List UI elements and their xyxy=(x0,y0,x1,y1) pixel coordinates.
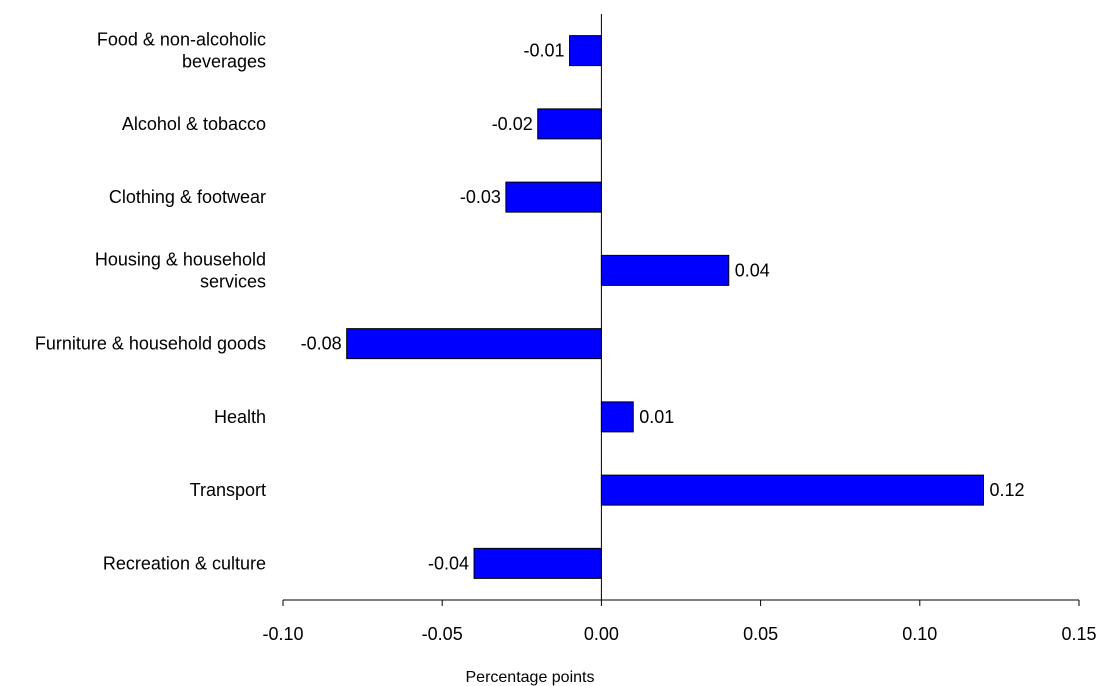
category-label: Health xyxy=(214,407,266,427)
bar xyxy=(505,181,602,213)
x-tick-label: -0.10 xyxy=(262,624,303,644)
x-tick-label: 0.10 xyxy=(902,624,937,644)
category-label: Food & non-alcoholic beverages xyxy=(97,30,266,72)
bar-value-label: -0.04 xyxy=(428,553,469,573)
bar xyxy=(600,474,984,506)
category-label-line: Alcohol & tobacco xyxy=(122,114,266,134)
category-label-line: Furniture & household goods xyxy=(35,334,266,354)
x-tick-label: 0.05 xyxy=(743,624,778,644)
bar xyxy=(600,254,730,286)
category-label-line: Housing & household xyxy=(95,249,266,269)
value-labels-group: -0.01 -0.02 -0.03 0.04 -0.08 0.01 0.12 -0.04 xyxy=(301,41,1025,574)
category-label-line: Clothing & footwear xyxy=(109,187,266,207)
category-label: Housing & household services xyxy=(95,249,266,291)
bar-value-label: 0.01 xyxy=(639,407,674,427)
category-label: Recreation & culture xyxy=(103,553,266,573)
category-label: Alcohol & tobacco xyxy=(122,114,266,134)
category-label-line: Transport xyxy=(190,480,266,500)
bar-value-label: 0.04 xyxy=(735,260,770,280)
category-label-line: Health xyxy=(214,407,266,427)
x-tick-label: 0.15 xyxy=(1061,624,1096,644)
bar-value-label: 0.12 xyxy=(989,480,1024,500)
category-labels-group: Food & non-alcoholic beverages Alcohol & t… xyxy=(35,30,266,574)
bar xyxy=(537,108,602,140)
bar xyxy=(473,547,602,579)
x-axis-ticks-group: -0.10 -0.05 0.00 0.05 0.10 0.15 xyxy=(262,600,1097,644)
bar-value-label: -0.01 xyxy=(524,41,565,61)
bar xyxy=(569,35,602,67)
category-label-line: beverages xyxy=(182,52,266,72)
category-label: Clothing & footwear xyxy=(109,187,266,207)
bars-group xyxy=(346,35,984,579)
x-tick-label: -0.05 xyxy=(422,624,463,644)
bar-value-label: -0.02 xyxy=(492,114,533,134)
x-tick-label: 0.00 xyxy=(584,624,619,644)
x-axis-title: Percentage points xyxy=(466,669,595,686)
category-label: Transport xyxy=(190,480,266,500)
bar-value-label: -0.08 xyxy=(301,334,342,354)
bar xyxy=(600,401,634,433)
category-label: Furniture & household goods xyxy=(35,334,266,354)
bar-value-label: -0.03 xyxy=(460,187,501,207)
category-label-line: Recreation & culture xyxy=(103,553,266,573)
category-label-line: Food & non-alcoholic xyxy=(97,30,266,50)
category-label-line: services xyxy=(200,271,266,291)
bar xyxy=(346,328,602,360)
